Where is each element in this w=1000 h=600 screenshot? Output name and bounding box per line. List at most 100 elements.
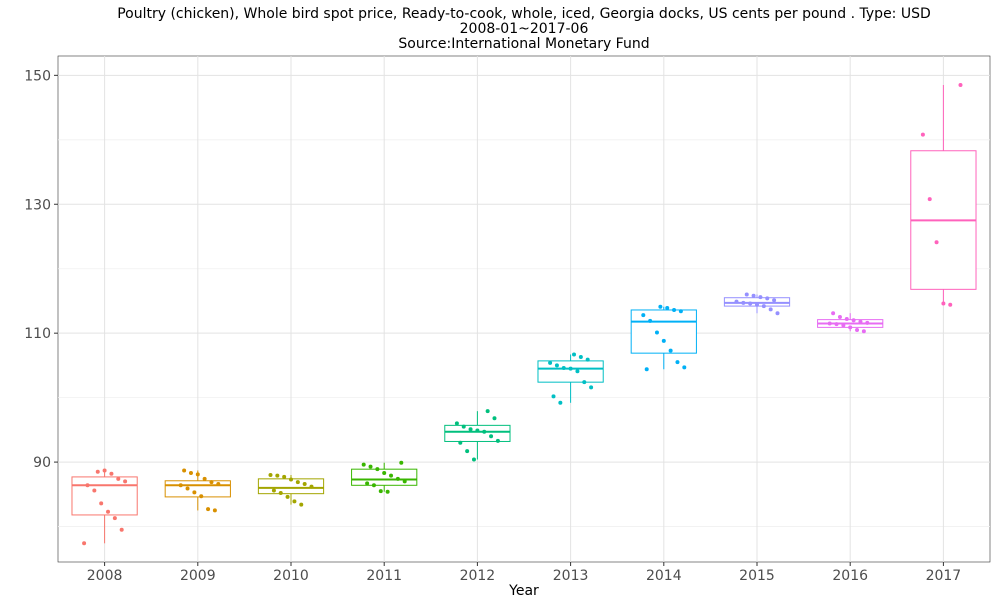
data-point xyxy=(275,473,280,478)
data-point xyxy=(112,516,117,521)
data-point xyxy=(831,311,836,316)
data-point xyxy=(768,307,773,312)
data-point xyxy=(751,293,756,298)
data-point xyxy=(748,301,753,306)
box-2011 xyxy=(351,462,418,492)
data-point xyxy=(402,479,407,484)
data-point xyxy=(378,489,383,494)
data-point xyxy=(116,476,121,481)
data-point xyxy=(485,409,490,414)
data-point xyxy=(399,460,404,465)
data-point xyxy=(661,338,666,343)
data-point xyxy=(475,428,480,433)
data-point xyxy=(575,369,580,374)
data-point xyxy=(734,299,739,304)
data-point xyxy=(385,489,390,494)
data-point xyxy=(202,476,207,481)
data-point xyxy=(365,481,370,486)
data-point xyxy=(568,366,573,371)
data-point xyxy=(548,360,553,365)
data-point xyxy=(641,313,646,318)
data-point xyxy=(471,457,476,462)
x-tick-label: 2009 xyxy=(180,568,216,584)
data-point xyxy=(454,421,459,426)
points-layer xyxy=(82,83,963,546)
data-point xyxy=(368,464,373,469)
data-point xyxy=(741,300,746,305)
data-point xyxy=(282,474,287,479)
data-point xyxy=(371,483,376,488)
data-point xyxy=(844,316,849,321)
data-point xyxy=(199,494,204,499)
data-point xyxy=(82,541,87,546)
y-tick-label: 110 xyxy=(24,326,51,342)
data-point xyxy=(95,469,100,474)
data-point xyxy=(678,309,683,314)
data-point xyxy=(958,83,963,88)
data-point xyxy=(192,490,197,495)
box-2014 xyxy=(630,306,697,370)
data-point xyxy=(837,315,842,320)
y-axis: 90 110 130 150 xyxy=(24,68,58,471)
data-point xyxy=(744,292,749,297)
data-point xyxy=(682,365,687,370)
data-point xyxy=(206,507,211,512)
data-point xyxy=(99,501,104,506)
x-tick-label: 2015 xyxy=(739,568,775,584)
data-point xyxy=(492,416,497,421)
data-point xyxy=(648,318,653,323)
data-point xyxy=(302,482,307,487)
data-point xyxy=(209,480,214,485)
data-point xyxy=(834,322,839,327)
data-point xyxy=(772,298,777,303)
data-point xyxy=(861,329,866,334)
data-point xyxy=(489,434,494,439)
data-point xyxy=(106,509,111,514)
data-point xyxy=(382,471,387,476)
data-point xyxy=(216,482,221,487)
data-point xyxy=(185,486,190,491)
data-point xyxy=(848,325,853,330)
data-point xyxy=(109,471,114,476)
data-point xyxy=(775,311,780,316)
data-point xyxy=(295,480,300,485)
data-point xyxy=(102,468,107,473)
data-point xyxy=(851,318,856,323)
data-point xyxy=(948,302,953,307)
data-point xyxy=(585,357,590,362)
chart-subtitle: 2008-01~2017-06 xyxy=(460,21,589,37)
data-point xyxy=(668,348,673,353)
data-point xyxy=(658,304,663,309)
data-point xyxy=(182,468,187,473)
data-point xyxy=(389,473,394,478)
y-tick-label: 130 xyxy=(24,197,51,213)
data-point xyxy=(178,483,183,488)
x-tick-label: 2012 xyxy=(460,568,496,584)
data-point xyxy=(119,527,124,532)
data-point xyxy=(654,330,659,335)
data-point xyxy=(858,319,863,324)
data-point xyxy=(458,440,463,445)
data-point xyxy=(758,295,763,300)
data-point xyxy=(675,360,680,365)
x-tick-label: 2008 xyxy=(87,568,123,584)
data-point xyxy=(188,471,193,476)
data-point xyxy=(482,429,487,434)
data-point xyxy=(755,302,759,307)
x-tick-label: 2011 xyxy=(366,568,402,584)
data-point xyxy=(582,380,587,385)
data-point xyxy=(289,477,293,482)
x-tick-label: 2014 xyxy=(646,568,682,584)
data-point xyxy=(672,307,677,312)
data-point xyxy=(468,427,473,432)
data-point xyxy=(554,363,559,368)
data-point xyxy=(765,296,770,301)
data-point xyxy=(572,352,577,357)
data-point xyxy=(551,394,556,399)
data-point xyxy=(665,306,670,311)
data-point xyxy=(268,472,273,477)
data-point xyxy=(589,385,594,390)
y-tick-label: 90 xyxy=(33,455,51,471)
data-point xyxy=(271,488,276,493)
